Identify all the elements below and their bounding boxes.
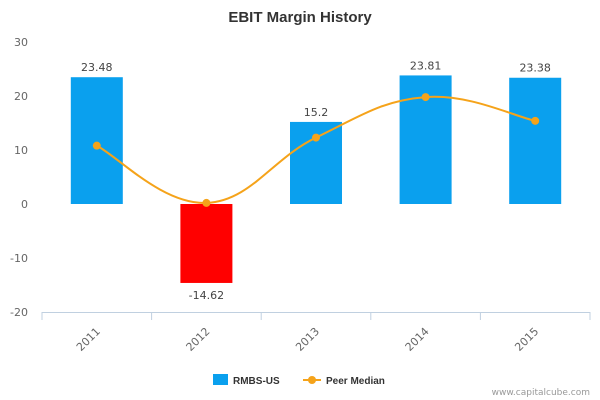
legend: RMBS-US Peer Median [213, 374, 385, 387]
line-series [92, 93, 540, 207]
data-labels: 23.48 -14.62 15.2 23.81 23.38 [81, 59, 551, 302]
y-tick-label: -20 [10, 306, 28, 319]
y-tick-label: 30 [14, 36, 28, 49]
legend-swatch-bar [213, 374, 228, 385]
x-tick-label: 2015 [512, 325, 541, 354]
bar-value-label: -14.62 [189, 289, 224, 302]
bar-2011 [70, 77, 123, 204]
bar-2012 [180, 204, 233, 283]
y-tick-label: 0 [21, 198, 28, 211]
peer-median-point-2012 [202, 198, 211, 207]
bar-value-label: 23.81 [410, 59, 442, 72]
peer-median-point-2014 [421, 93, 430, 102]
bar-value-label: 15.2 [304, 106, 329, 119]
x-tick-label: 2013 [293, 325, 322, 354]
legend-label-line: Peer Median [326, 376, 385, 387]
x-tick-label: 2014 [403, 325, 432, 354]
x-tick-label: 2011 [74, 325, 103, 354]
x-tick-label: 2012 [184, 325, 213, 354]
y-tick-label: 20 [14, 90, 28, 103]
legend-label-bar: RMBS-US [233, 376, 280, 387]
legend-swatch-marker [308, 376, 316, 384]
chart-title: EBIT Margin History [228, 9, 372, 26]
peer-median-point-2011 [92, 141, 101, 150]
y-tick-label: -10 [10, 252, 28, 265]
bar-2015 [509, 77, 562, 204]
bar-value-label: 23.48 [81, 61, 113, 74]
y-tick-label: 10 [14, 144, 28, 157]
peer-median-point-2015 [531, 116, 540, 125]
credit-text: www.capitalcube.com [492, 388, 590, 398]
peer-median-point-2013 [312, 133, 320, 142]
bar-value-label: 23.38 [519, 62, 551, 75]
